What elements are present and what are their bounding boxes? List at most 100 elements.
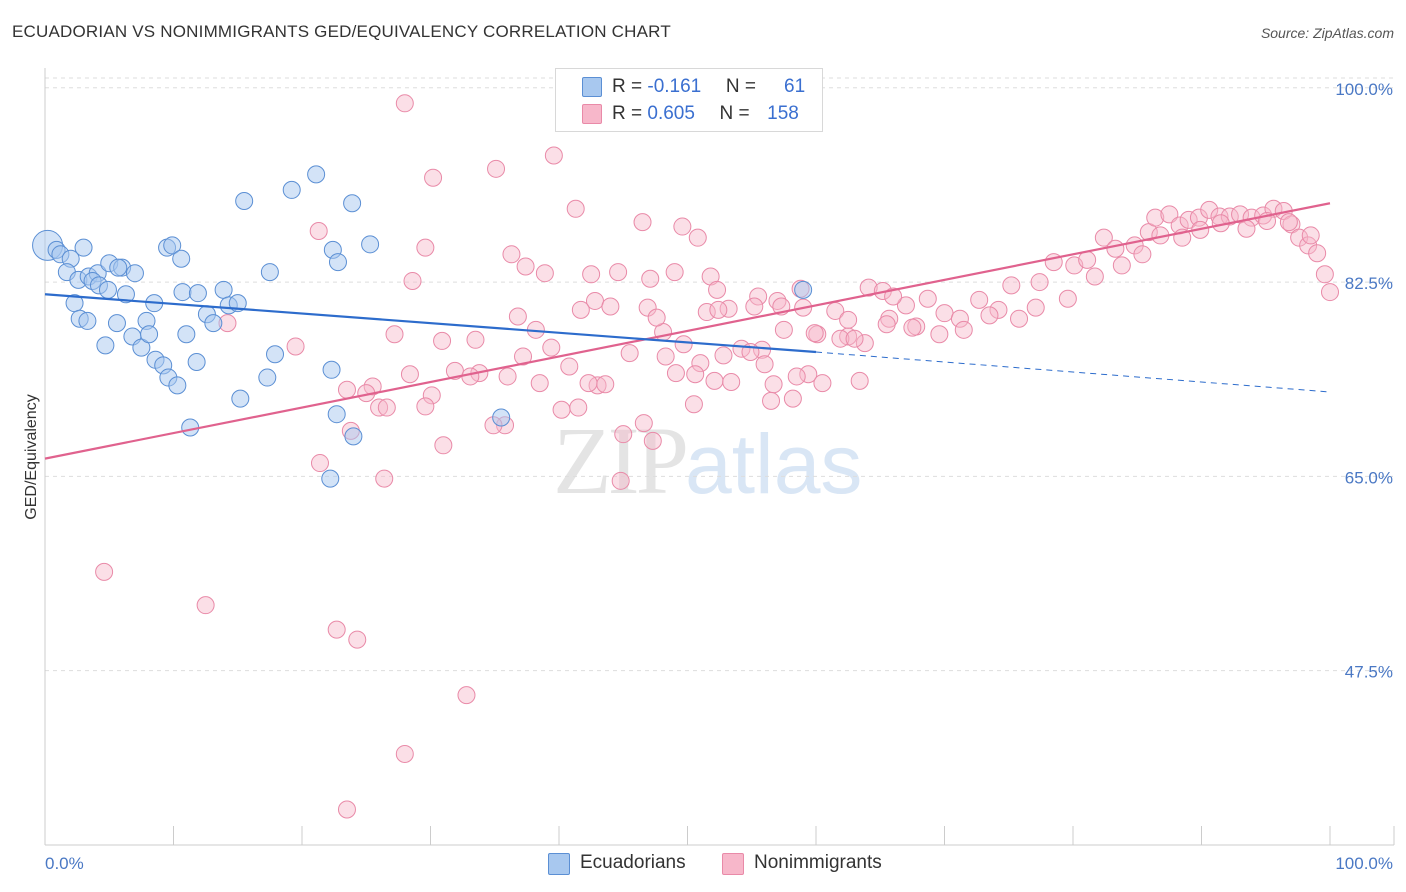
nonimmigrants-point [309,221,328,240]
ecuadorians-points [32,165,813,488]
nonimmigrants-point [799,365,818,384]
nonimmigrants-point [805,324,824,343]
nonimmigrants-point [666,364,685,383]
nonimmigrants-point [708,280,727,299]
ecuadorians-point [214,280,233,299]
nonimmigrants-point [845,329,864,348]
nonimmigrants-point [1279,213,1298,232]
ecuadorians-point [140,325,159,344]
nonimmigrants-point [620,344,639,363]
ecuadorians-point [188,284,207,303]
nonimmigrants-point [422,386,441,405]
nonimmigrants-point [196,596,215,615]
y-tick-label: 100.0% [1335,80,1393,99]
ecuadorians-point [204,314,223,333]
nonimmigrants-point [377,398,396,417]
ecuadorians-point [173,283,192,302]
nonimmigrants-point [566,199,585,218]
source-credit: Source: ZipAtlas.com [1260,25,1394,41]
nonimmigrants-point [327,620,346,639]
watermark: ZIPatlas [553,405,862,516]
nonimmigrants-point [673,217,692,236]
nonimmigrants-point [400,365,419,384]
nonimmigrants-point [375,469,394,488]
nonimmigrants-point [634,414,653,433]
ecuadorians-point [344,427,363,446]
nonimmigrants-point [970,290,989,309]
nonimmigrants-point [571,300,590,319]
ecuadorians-point [492,408,511,427]
nonimmigrants-point [1094,228,1113,247]
nonimmigrants-point [457,686,476,705]
nonimmigrants-point [385,325,404,344]
axis-labels: 100.0% 82.5% 65.0% 47.5% 0.0% 100.0% GED/Equiv… [23,80,1393,873]
nonimmigrants-point [930,325,949,344]
ecuadorians-point [116,285,135,304]
legend-swatch-nonimmigrants [582,104,602,124]
nonimmigrants-point [552,400,571,419]
legend-r-label-1: R = [612,76,648,97]
nonimmigrants-point [762,391,781,410]
nonimmigrants-point [535,264,554,283]
nonimmigrants-point [656,347,675,366]
nonimmigrants-point [498,367,517,386]
nonimmigrants-point [697,303,716,322]
nonimmigrants-point [643,431,662,450]
nonimmigrants-point [337,800,356,819]
nonimmigrants-point [363,377,382,396]
ecuadorians-point [109,258,128,277]
nonimmigrants-point [989,300,1008,319]
nonimmigrants-point [641,269,660,288]
ecuadorians-point [177,325,196,344]
nonimmigrants-point [855,334,874,353]
ecuadorians-point [74,238,93,257]
nonimmigrants-point [705,371,724,390]
ecuadorians-point [172,249,191,268]
nonimmigrants-point [403,271,422,290]
nonimmigrants-point [714,346,733,365]
nonimmigrants-point [1282,215,1301,234]
nonimmigrants-point [980,306,999,325]
nonimmigrants-point [1085,267,1104,286]
ecuadorians-point [231,389,250,408]
nonimmigrants-point [516,257,535,276]
nonimmigrants-point [348,630,367,649]
nonimmigrants-point [1002,276,1021,295]
nonimmigrants-point [1321,283,1339,302]
nonimmigrants-point [582,265,601,284]
ecuadorians-point [98,280,117,299]
x-tick-label-max: 100.0% [1335,854,1393,873]
nonimmigrants-point [466,330,485,349]
nonimmigrants-point [1030,273,1049,292]
axes [44,68,1395,846]
nonimmigrants-point [611,471,630,490]
nonimmigrants-point [674,335,693,354]
nonimmigrants-point [688,228,707,247]
bottom-legend-swatch-nonimmigrants [722,853,744,875]
nonimmigrants-point [774,320,793,339]
nonimmigrants-point [950,309,969,328]
legend-n-value-1: 61 [784,76,806,97]
nonimmigrants-point [416,397,435,416]
ecuadorians-point [794,280,813,299]
bottom-legend-label-ecuadorians: Ecuadorians [580,852,686,873]
nonimmigrants-point [286,337,305,356]
nonimmigrants-point [337,380,356,399]
ecuadorians-point [307,165,326,184]
nonimmigrants-point [935,304,954,323]
nonimmigrants-point [647,308,666,327]
nonimmigrants-point [95,562,114,581]
legend-n-label-2: N = [719,103,755,124]
nonimmigrants-point [755,355,774,374]
nonimmigrants-point [1308,244,1327,263]
ecuadorians-point [168,376,187,395]
bottom-legend-label-nonimmigrants: Nonimmigrants [754,852,882,873]
nonimmigrants-point [1026,298,1045,317]
nonimmigrants-point [684,395,703,414]
nonimmigrants-point [544,146,563,165]
nonimmigrants-point [753,340,772,359]
nonimmigrants-point [416,238,435,257]
ecuadorians-point [258,368,277,387]
nonimmigrants-point [850,371,869,390]
nonimmigrants-point [787,367,806,386]
